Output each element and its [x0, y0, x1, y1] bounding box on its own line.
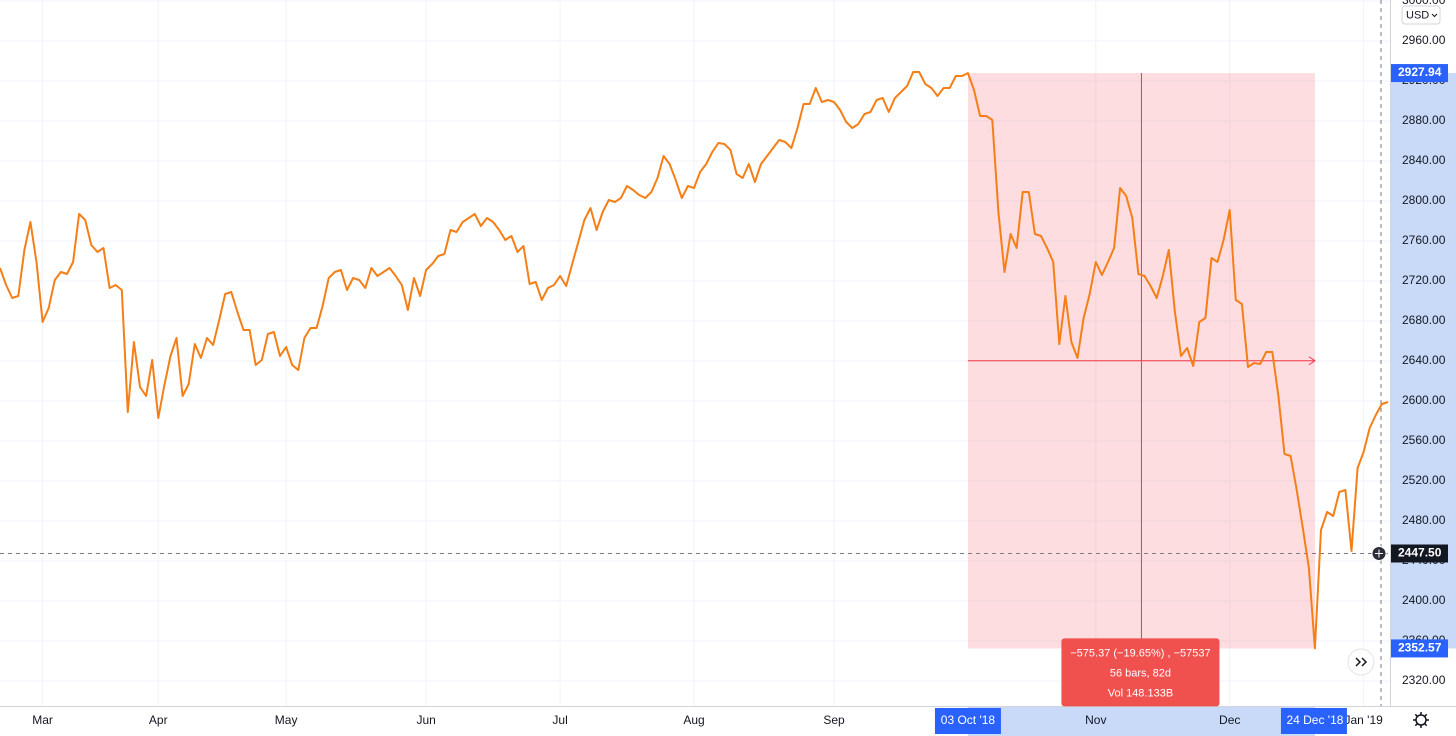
date-flag-box [934, 708, 1001, 734]
chevron[interactable] [1431, 13, 1438, 18]
date-flag-box [1280, 708, 1347, 734]
x-tick-label: May [275, 713, 298, 727]
scroll-icon[interactable] [1355, 657, 1368, 667]
price-flag-box [1391, 639, 1448, 658]
date-flag: 24 Dec '18 [1280, 708, 1347, 734]
scroll-button[interactable] [1347, 648, 1375, 676]
x-tick-label: Apr [149, 713, 168, 727]
x-tick-label: Jan '19 [1344, 713, 1383, 727]
currency-button[interactable]: USD [1401, 5, 1441, 25]
measure-bars: 56 bars, 82d [1110, 667, 1171, 679]
measure-volume: Vol 148.133B [1108, 687, 1173, 699]
measure-tooltip [1061, 638, 1220, 707]
x-tick-label: 03 Oct '18 [941, 713, 996, 727]
overlay: 03 Oct '18 2927.94 24 Dec '18 2352.57 2447.5… [934, 64, 1448, 734]
measure-change: −575.37 (−19.65%) , −57537 [1070, 647, 1210, 659]
y-tick-label: 2760.00 [1402, 233, 1446, 247]
x-tick-label: 24 Dec '18 [1286, 713, 1343, 727]
gear-teeth[interactable] [1413, 712, 1429, 728]
y-tick-label: 2960.00 [1402, 33, 1446, 47]
x-tick-label: Mar [32, 713, 53, 727]
price-flag-box [1391, 64, 1448, 83]
x-tick-label: Jul [552, 713, 567, 727]
crosshair-flag-box [1391, 544, 1448, 563]
crosshair-flag: 2447.50 [1398, 546, 1442, 560]
price-flag: 2352.57 [1398, 641, 1442, 655]
y-tick-label: 2680.00 [1402, 313, 1446, 327]
y-tick-label: 2600.00 [1402, 393, 1446, 407]
y-tick-label: 2400.00 [1402, 593, 1446, 607]
measure-arrow [1308, 356, 1316, 366]
currency[interactable]: USD [1406, 9, 1429, 21]
y-tick-label: 2480.00 [1402, 513, 1446, 527]
plot [0, 0, 1390, 706]
x-tick-label: Dec [1219, 713, 1240, 727]
date-flag: 03 Oct '18 [934, 708, 1001, 734]
crosshair-plus-icon [1375, 549, 1383, 558]
y-tick-label: 2840.00 [1402, 153, 1446, 167]
y-tick-label: 2560.00 [1402, 433, 1446, 447]
y-tick-label: 3000.00 [1402, 0, 1446, 7]
price-flag: 2927.94 [1398, 65, 1442, 79]
y-tick-label: 2320.00 [1402, 673, 1446, 687]
y-tick-label: 2520.00 [1402, 473, 1446, 487]
currency-box[interactable] [1401, 5, 1441, 25]
y-tick-label: 2640.00 [1402, 353, 1446, 367]
x-tick-label: Sep [823, 713, 845, 727]
settings-button[interactable] [1413, 712, 1429, 728]
x-tick-label: Nov [1085, 713, 1106, 727]
time-band [967, 707, 1315, 736]
y-tick-label: 2880.00 [1402, 113, 1446, 127]
x-tick-label: Jun [416, 713, 435, 727]
price-line [0, 71, 1389, 650]
y-tick-label: 2800.00 [1402, 193, 1446, 207]
x-tick-label: Aug [683, 713, 704, 727]
grid [0, 0, 1390, 706]
y-tick-label: 2720.00 [1402, 273, 1446, 287]
